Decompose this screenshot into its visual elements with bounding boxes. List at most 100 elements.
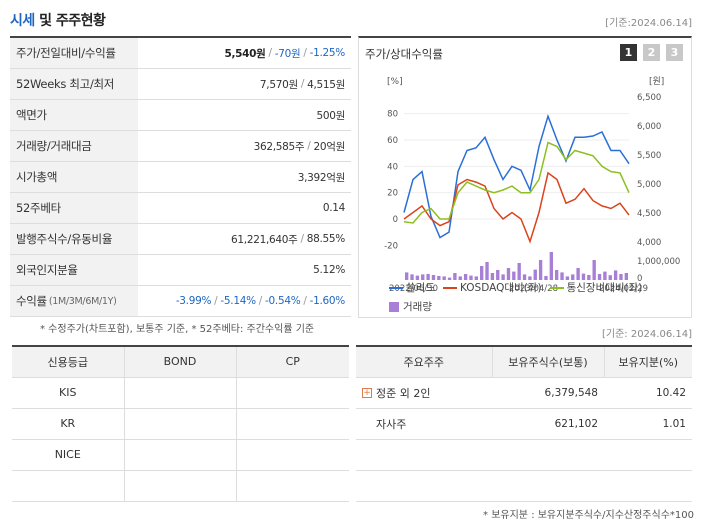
value-foreign: 5.12% xyxy=(138,255,351,285)
base-date: [기준:2024.06.14] xyxy=(605,18,692,29)
label-price: 주가/전일대비/수익률 xyxy=(10,38,138,68)
volume-bar xyxy=(571,274,575,280)
credit-header-rating: 신용등급 xyxy=(12,345,125,378)
market-cap: 3,392억원 xyxy=(297,171,346,184)
row-52weeks: 52Weeks 최고/최저 7,570원/4,515원 xyxy=(10,69,351,100)
value-market-cap: 3,392억원 xyxy=(138,162,351,192)
volume-bar xyxy=(415,275,420,280)
high-52w: 7,570원 xyxy=(259,78,298,91)
volume-bar xyxy=(474,276,478,280)
chart-tab-2[interactable]: 2 xyxy=(643,44,660,61)
holder-ratio xyxy=(604,439,692,471)
volume-bar xyxy=(592,260,596,280)
chart-tab-1[interactable]: 1 xyxy=(620,44,637,61)
volume-bar xyxy=(463,274,468,280)
holder-header-shares: 보유주식수(보통) xyxy=(491,346,604,378)
section-header: 시세 및 주주현황 [기준:2024.06.14] xyxy=(10,6,692,30)
right-tick-label: 4,500 xyxy=(637,209,661,219)
row-market-cap: 시가총액 3,392억원 xyxy=(10,162,351,193)
volume-bar xyxy=(447,277,452,280)
legend-item-solid: 쏠리드 xyxy=(389,280,435,295)
expand-plus-icon[interactable]: + xyxy=(362,387,372,398)
volume-bar xyxy=(490,273,495,280)
right-tick-label: 5,500 xyxy=(637,151,661,161)
volume-bar xyxy=(453,273,457,280)
series-line xyxy=(403,171,630,244)
legend-swatch-kosdaq xyxy=(442,286,457,289)
label-beta: 52주베타 xyxy=(10,193,138,223)
chart-tab-3[interactable]: 3 xyxy=(666,44,683,61)
right-tick-label: 4,000 xyxy=(637,238,661,248)
x-tick-label: 2024/02/29 xyxy=(599,284,648,294)
footnote-holdings: * 보유지분 : 보유지분주식수/지수산정주식수*100 xyxy=(483,510,694,521)
shareholder-table: 주요주주 보유주식수(보통) 보유지분(%) + 정준 외 2인 6,379,54… xyxy=(356,345,692,502)
holder-shares: 6,379,548 xyxy=(492,377,604,409)
chart-panel: 주가/상대수익률 1 2 3 [%] [원] 80 60 40 20 0 -20 6,500 6,… xyxy=(358,36,692,318)
volume-bar xyxy=(469,275,473,280)
volume-bar xyxy=(480,266,484,280)
volume-bar xyxy=(501,274,505,280)
left-tick-label: 20 xyxy=(387,189,398,199)
holder-shares xyxy=(492,439,604,471)
credit-cp xyxy=(235,438,349,471)
volume-bar xyxy=(619,274,623,280)
left-axis-unit: [%] xyxy=(387,77,403,87)
right-tick-label: 6,500 xyxy=(637,93,661,103)
x-tick-label: 2022/06/30 xyxy=(389,284,438,294)
volume-bar xyxy=(410,274,414,280)
credit-agency: NICE xyxy=(12,438,125,471)
row-foreign: 외국인지분율 5.12% xyxy=(10,255,351,286)
returns-period: (1M/3M/6M/1Y) xyxy=(48,295,117,307)
value-volume: 362,585주/20억원 xyxy=(253,140,346,153)
label-market-cap: 시가총액 xyxy=(10,162,138,192)
credit-cp xyxy=(235,469,349,502)
label-foreign: 외국인지분율 xyxy=(10,255,138,285)
volume-bar xyxy=(603,271,607,280)
table-row: KR xyxy=(12,407,349,440)
chart-legend: 쏠리드 KOSDAQ대비(좌) 통신장비대비(좌) 거래량 xyxy=(389,280,642,314)
table-row xyxy=(356,470,692,502)
volume-bar xyxy=(538,260,543,280)
volume-bar xyxy=(624,273,628,280)
trade-amount: 20억원 xyxy=(313,140,346,153)
holder-name: 정준 외 2인 xyxy=(376,386,431,400)
volume-bar xyxy=(496,270,500,280)
volume-bar xyxy=(581,273,586,280)
volume-bar xyxy=(587,275,591,280)
volume-bar xyxy=(528,276,532,280)
credit-agency: KIS xyxy=(12,376,125,409)
credit-bond xyxy=(123,438,237,471)
volume-tick-label: 1,000,000 xyxy=(637,257,680,267)
value-52weeks: 7,570원/4,515원 xyxy=(259,78,345,91)
credit-agency xyxy=(12,469,125,502)
credit-cp xyxy=(235,407,349,440)
value-par-value: 500원 xyxy=(138,100,351,130)
volume-bar xyxy=(560,272,564,280)
title-secondary: 및 주주현황 xyxy=(34,13,106,29)
credit-agency: KR xyxy=(12,407,125,440)
value-price: 5,540원 / -70원 / -1.25% xyxy=(224,47,345,60)
legend-swatch-telecom xyxy=(549,286,564,289)
volume-bar xyxy=(522,274,527,280)
base-date-2: [기준: 2024.06.14] xyxy=(601,329,692,340)
credit-bond xyxy=(123,376,237,409)
right-tick-label: 5,000 xyxy=(637,180,661,190)
holder-name-cell: + 정준 외 2인 xyxy=(356,377,492,409)
legend-swatch-solid xyxy=(389,286,403,289)
table-row xyxy=(356,439,692,471)
legend-item-telecom: 통신장비대비(좌) xyxy=(549,280,643,295)
value-shares: 61,221,640주/88.55% xyxy=(231,233,345,246)
volume-bar xyxy=(533,269,537,280)
legend-item-kosdaq: KOSDAQ대비(좌) xyxy=(442,280,542,295)
left-tick-label: 40 xyxy=(387,162,398,172)
legend-label-telecom: 통신장비대비(좌) xyxy=(566,282,643,294)
low-52w: 4,515원 xyxy=(307,78,345,91)
credit-cp xyxy=(235,376,349,409)
price-change: -70원 xyxy=(274,47,301,60)
title-primary: 시세 xyxy=(10,13,35,29)
row-price: 주가/전일대비/수익률 5,540원 / -70원 / -1.25% xyxy=(10,38,351,69)
return-6m: -0.54% xyxy=(265,295,301,307)
volume-bar xyxy=(485,262,489,280)
left-tick-label: 60 xyxy=(387,136,398,146)
table-row: KIS xyxy=(12,376,349,409)
